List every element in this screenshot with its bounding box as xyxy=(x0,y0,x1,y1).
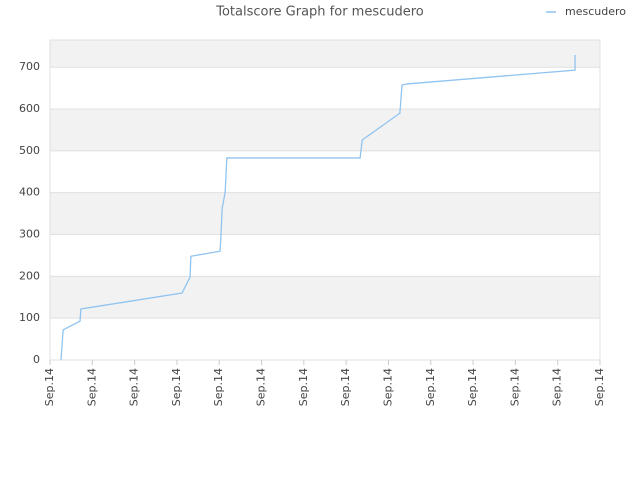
x-tick-label: Sep.14 xyxy=(255,368,268,406)
x-tick-label: Sep.14 xyxy=(551,368,564,406)
band xyxy=(50,40,600,68)
x-tick-label: Sep.14 xyxy=(381,368,394,406)
y-tick-label: 400 xyxy=(19,186,40,199)
series-line xyxy=(60,55,576,361)
y-tick-label: 200 xyxy=(19,269,40,282)
x-tick-label: Sep.14 xyxy=(297,368,310,406)
y-tick-label: 500 xyxy=(19,144,40,157)
y-tick-label: 100 xyxy=(19,311,40,324)
x-tick-label: Sep.14 xyxy=(593,368,606,406)
y-tick-label: 0 xyxy=(33,353,40,366)
x-tick-label: Sep.14 xyxy=(212,368,225,406)
band xyxy=(50,192,600,235)
x-tick-label: Sep.14 xyxy=(424,368,437,406)
x-tick-label: Sep.14 xyxy=(466,368,479,406)
y-tick-label: 300 xyxy=(19,228,40,241)
y-tick-label: 600 xyxy=(19,102,40,115)
x-tick-label: Sep.14 xyxy=(339,368,352,406)
chart-title: Totalscore Graph for mescudero xyxy=(215,5,424,20)
legend-label: mescudero xyxy=(565,5,626,18)
x-tick-label: Sep.14 xyxy=(85,368,98,406)
x-tick-label: Sep.14 xyxy=(170,368,183,406)
x-tick-label: Sep.14 xyxy=(128,368,141,406)
x-tick-label: Sep.14 xyxy=(43,368,56,406)
band xyxy=(50,276,600,319)
band xyxy=(50,109,600,151)
x-tick-label: Sep.14 xyxy=(508,368,521,406)
y-tick-label: 700 xyxy=(19,60,40,73)
